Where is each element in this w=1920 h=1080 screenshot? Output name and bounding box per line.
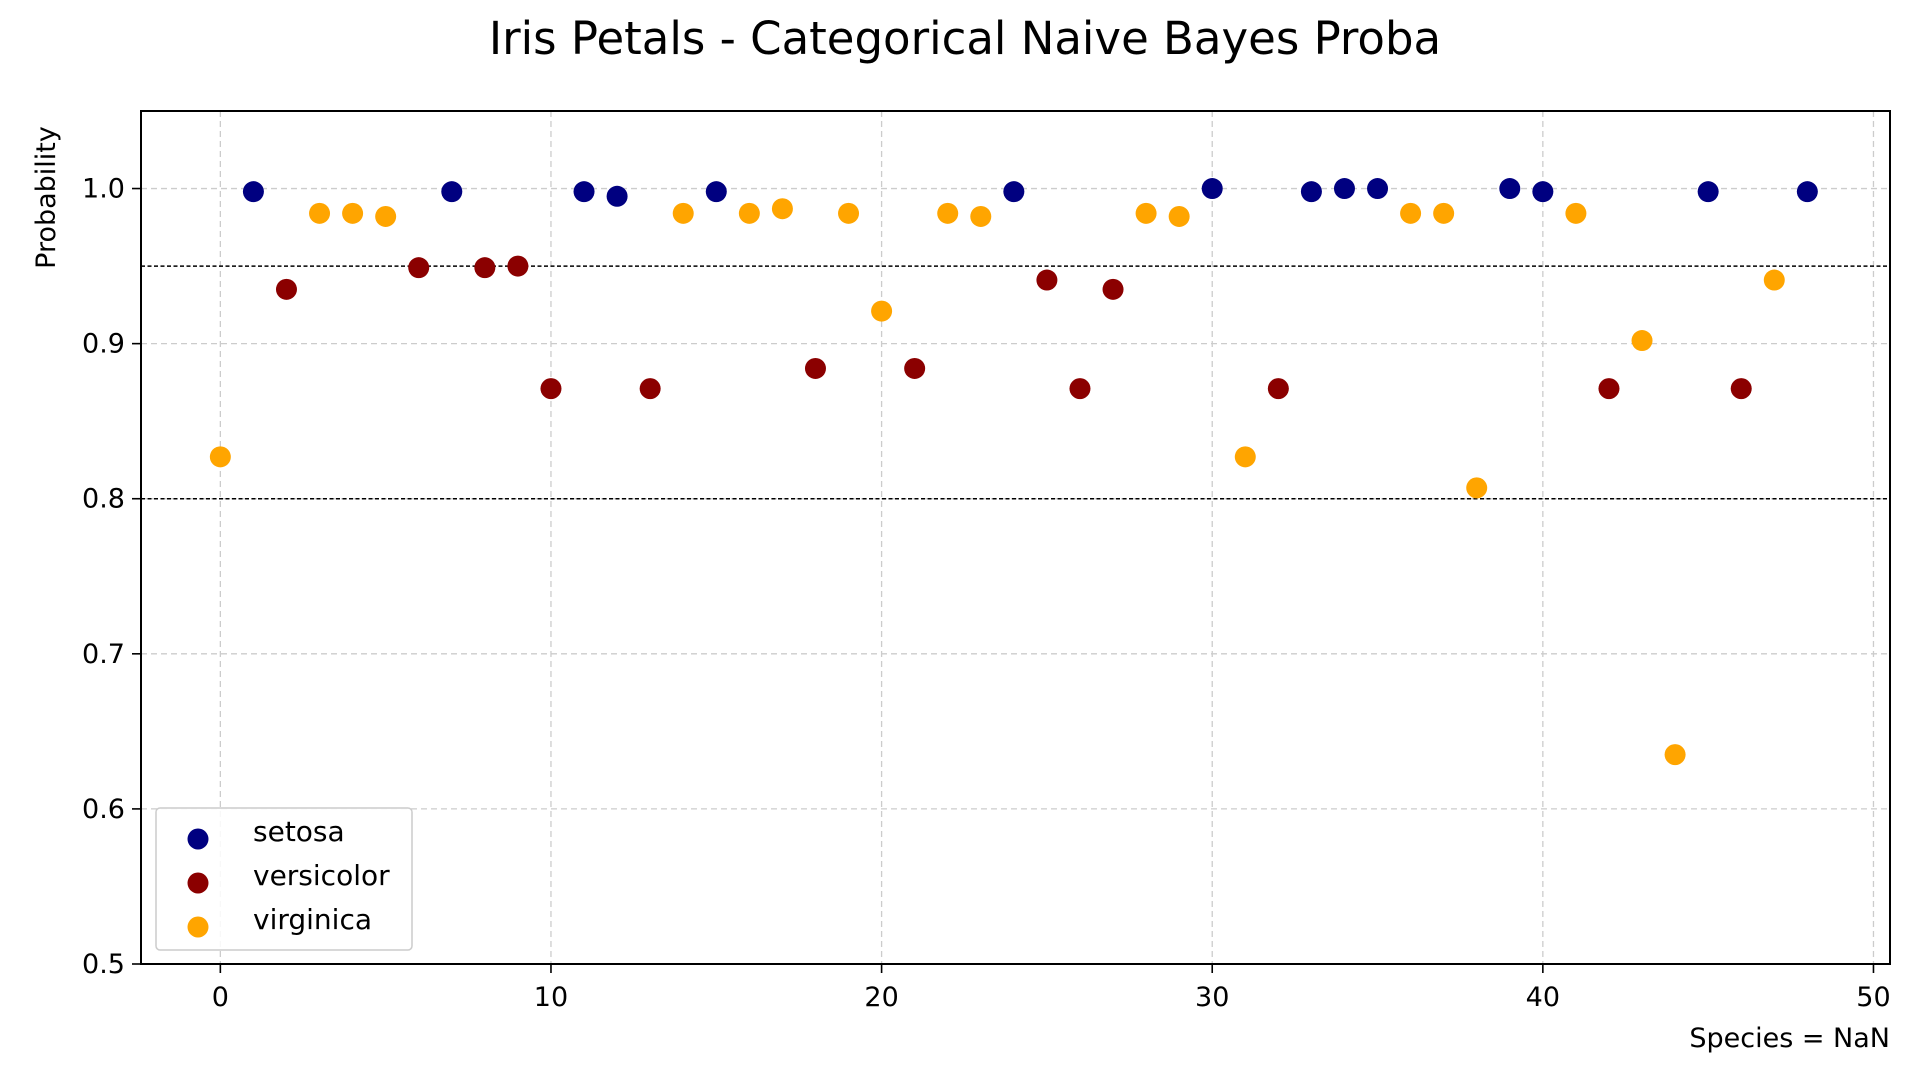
x-tick-label-2: 20: [864, 982, 898, 1013]
plot-area-frame: [140, 110, 1891, 965]
y-tick-label-2: 0.7: [82, 639, 125, 670]
legend: setosa versicolor virginica: [155, 807, 413, 951]
point-setosa-3: [606, 185, 628, 207]
point-setosa-7: [1300, 181, 1322, 203]
point-versicolor-0: [275, 278, 297, 300]
point-versicolor-5: [639, 378, 661, 400]
point-versicolor-9: [1069, 378, 1091, 400]
chart-title: Iris Petals - Categorical Naive Bayes Pr…: [489, 12, 1441, 65]
y-tick-label-1: 0.6: [82, 794, 125, 825]
point-virginica-3: [375, 205, 397, 227]
point-versicolor-6: [804, 357, 826, 379]
point-setosa-8: [1333, 178, 1355, 200]
point-virginica-15: [1433, 202, 1455, 224]
point-versicolor-2: [474, 257, 496, 279]
point-versicolor-7: [904, 357, 926, 379]
point-virginica-8: [871, 300, 893, 322]
point-versicolor-12: [1598, 378, 1620, 400]
point-virginica-18: [1631, 330, 1653, 352]
point-versicolor-3: [507, 255, 529, 277]
y-axis-label: Probability: [31, 126, 62, 269]
point-setosa-12: [1697, 181, 1719, 203]
point-virginica-6: [771, 198, 793, 220]
x-tick-label-3: 30: [1195, 982, 1229, 1013]
point-setosa-9: [1367, 178, 1389, 200]
point-virginica-0: [209, 446, 231, 468]
point-setosa-11: [1532, 181, 1554, 203]
legend-box: [155, 807, 413, 951]
point-virginica-13: [1234, 446, 1256, 468]
y-tick-label-0: 0.5: [82, 949, 125, 980]
point-versicolor-10: [1102, 278, 1124, 300]
y-tick-label-3: 0.8: [82, 484, 125, 515]
data-points: [209, 178, 1818, 766]
point-setosa-5: [1003, 181, 1025, 203]
point-virginica-17: [1565, 202, 1587, 224]
legend-label-setosa: setosa: [253, 815, 345, 848]
legend-label-virginica: virginica: [253, 903, 372, 936]
point-virginica-14: [1400, 202, 1422, 224]
point-virginica-7: [838, 202, 860, 224]
point-virginica-1: [309, 202, 331, 224]
x-axis-label: Species = NaN: [1689, 1023, 1890, 1054]
axis-ticks: 0 10 20 30 40 50 0.5 0.6 0.7 0.8 0.9 1.0: [82, 174, 1891, 1013]
point-setosa-4: [705, 181, 727, 203]
point-virginica-4: [672, 202, 694, 224]
point-setosa-2: [573, 181, 595, 203]
grid-layer: [141, 111, 1890, 965]
x-tick-label-1: 10: [534, 982, 568, 1013]
point-versicolor-13: [1730, 378, 1752, 400]
point-virginica-20: [1763, 269, 1785, 291]
point-setosa-6: [1201, 178, 1223, 200]
point-virginica-19: [1664, 744, 1686, 766]
legend-marker-versicolor: [187, 872, 209, 894]
point-setosa-10: [1499, 178, 1521, 200]
point-virginica-11: [1135, 202, 1157, 224]
reference-lines: [141, 265, 1890, 500]
legend-marker-setosa: [187, 828, 209, 850]
y-tick-label-4: 0.9: [82, 329, 125, 360]
point-versicolor-1: [408, 257, 430, 279]
x-tick-label-0: 0: [212, 982, 229, 1013]
point-versicolor-11: [1267, 378, 1289, 400]
point-versicolor-8: [1036, 269, 1058, 291]
x-tick-label-5: 50: [1856, 982, 1890, 1013]
point-virginica-5: [738, 202, 760, 224]
point-virginica-2: [342, 202, 364, 224]
point-setosa-13: [1796, 181, 1818, 203]
legend-marker-virginica: [187, 916, 209, 938]
point-setosa-0: [242, 181, 264, 203]
point-virginica-16: [1466, 477, 1488, 499]
point-versicolor-4: [540, 378, 562, 400]
point-virginica-10: [970, 205, 992, 227]
legend-label-versicolor: versicolor: [253, 859, 390, 892]
point-virginica-9: [937, 202, 959, 224]
x-tick-label-4: 40: [1526, 982, 1560, 1013]
point-setosa-1: [441, 181, 463, 203]
y-tick-label-5: 1.0: [82, 174, 125, 205]
point-virginica-12: [1168, 205, 1190, 227]
